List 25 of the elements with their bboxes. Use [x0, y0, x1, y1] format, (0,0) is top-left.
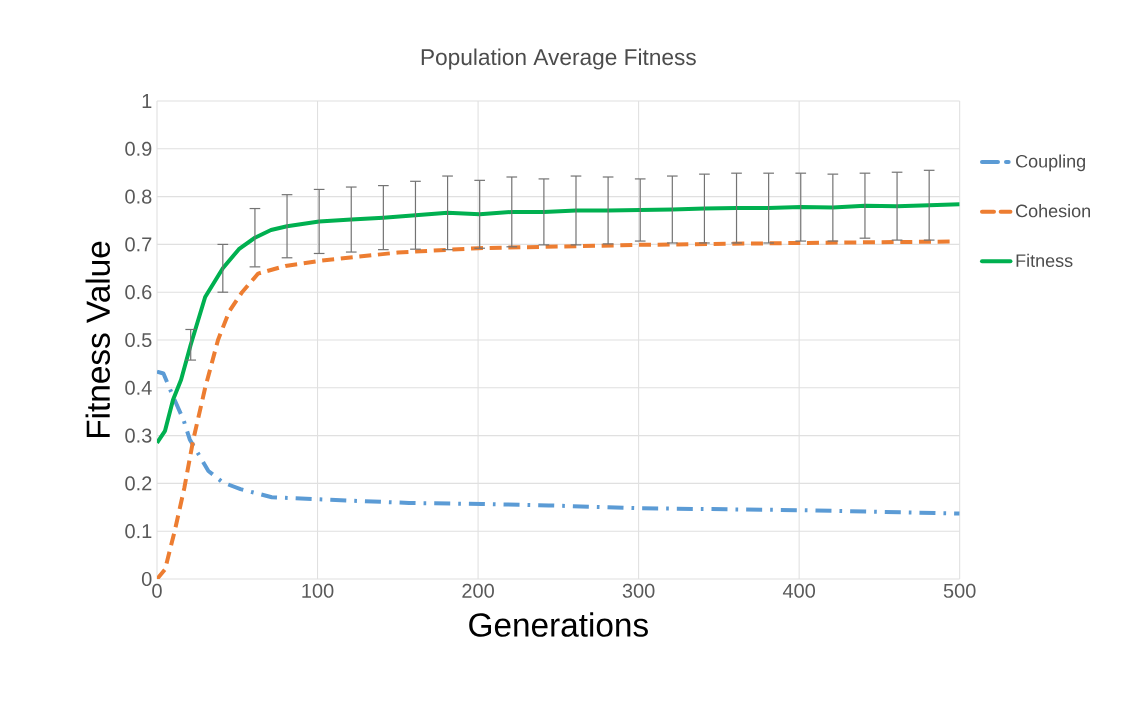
line-series — [157, 202, 960, 445]
y-tick-label: 0.4 — [125, 380, 152, 395]
x-tick-label: 200 — [462, 583, 494, 598]
legend-label: Fitness — [1016, 253, 1073, 268]
y-tick-label: 0.3 — [125, 428, 152, 443]
x-tick-label: 400 — [782, 583, 816, 598]
y-tick-label: 1 — [142, 94, 152, 108]
y-tick-label: 0.8 — [125, 189, 152, 204]
y-tick-label: 0.9 — [125, 141, 152, 156]
legend-label: Coupling — [1016, 154, 1085, 172]
x-tick-label: 500 — [943, 583, 976, 598]
y-tick-label: 0.7 — [125, 237, 152, 252]
y-axis-title: Fitness Value — [85, 241, 111, 437]
y-tick-label: 0.5 — [125, 332, 152, 348]
y-tick-label: 0 — [141, 571, 152, 587]
x-tick-label: 300 — [622, 583, 655, 598]
chart-title: Population Average Fitness — [421, 48, 696, 70]
x-tick-label: 0 — [152, 583, 162, 598]
y-tick-label: 0.6 — [125, 285, 152, 300]
line-series — [157, 369, 960, 516]
x-axis-title: Generations — [469, 612, 648, 637]
x-tick-label: 100 — [302, 583, 334, 598]
legend-label: Cohesion — [1016, 204, 1090, 218]
y-tick-label: 0.1 — [125, 524, 152, 539]
y-tick-label: 0.2 — [125, 476, 152, 491]
